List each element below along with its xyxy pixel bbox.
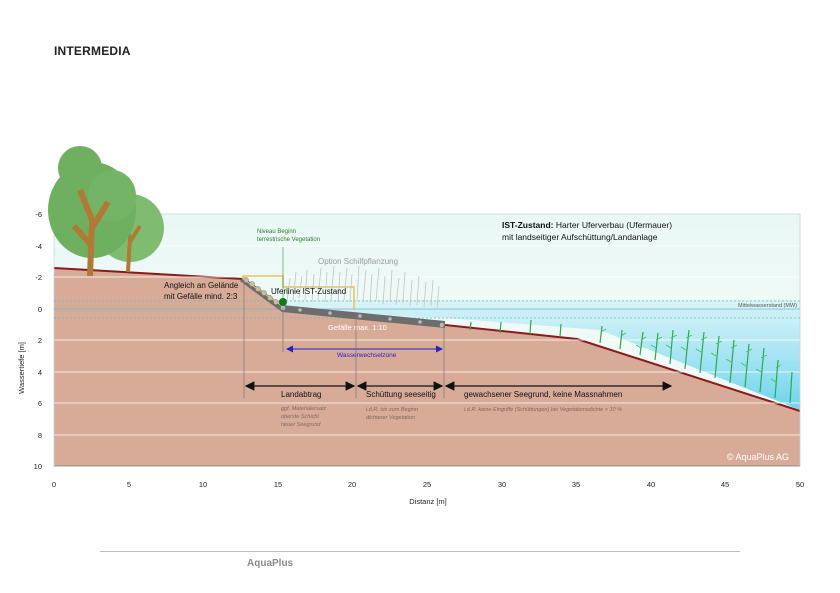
svg-text:i.d.R. keine Eingriffe (Schütt: i.d.R. keine Eingriffe (Schüttungen) bei…: [464, 407, 622, 413]
x-tick-label: 0: [52, 480, 56, 489]
x-axis-label: Distanz [m]: [409, 497, 447, 506]
y-tick-label: -2: [35, 273, 42, 282]
y-tick-label: 10: [34, 462, 42, 471]
landabtrag-label: Landabtrag: [281, 390, 321, 399]
y-tick-labels: -6 -4 -2 0 2 4 6 8 10: [34, 210, 42, 471]
footer-divider: [100, 551, 740, 552]
y-tick-label: 0: [38, 305, 42, 314]
copyright-label: © AquaPlus AG: [727, 452, 789, 462]
lake-bottom-line: [444, 324, 801, 412]
x-tick-label: 50: [796, 480, 804, 489]
state-title: IST-Zustand: Harter Uferverbau (Ufermaue…: [502, 220, 672, 230]
niveau-label-line1: Niveau Beginn: [257, 229, 296, 235]
x-tick-label: 25: [423, 480, 431, 489]
y-tick-label: -4: [35, 242, 42, 251]
footer-brand: AquaPlus: [247, 558, 294, 569]
x-tick-label: 15: [274, 480, 282, 489]
y-tick-label: 2: [38, 336, 42, 345]
zone-dividers: [243, 280, 445, 398]
svg-text:oberste Schicht: oberste Schicht: [281, 414, 319, 420]
x-tick-label: 40: [647, 480, 655, 489]
x-tick-label: 45: [721, 480, 729, 489]
svg-text:ggf. Materialersatz: ggf. Materialersatz: [281, 406, 326, 412]
y-tick-label: 6: [38, 399, 42, 408]
state-subtitle: mit landseitiger Aufschüttung/Landanlage: [502, 232, 658, 242]
water-body: [280, 308, 800, 410]
svg-text:neuer Seegrund: neuer Seegrund: [281, 422, 321, 428]
x-tick-label: 5: [127, 480, 131, 489]
svg-text:dichterer Vegetation: dichterer Vegetation: [366, 415, 415, 421]
gefaelle-label: Gefälle max. 1:10: [328, 323, 387, 332]
niveau-marker: [279, 298, 287, 306]
x-tick-label: 20: [348, 480, 356, 489]
x-tick-label: 35: [572, 480, 580, 489]
tree-icon: [48, 146, 164, 277]
uferlinie-label: Uferlinie IST-Zustand: [271, 287, 346, 296]
gridlines: [54, 245, 800, 436]
water-vegetation-leaves: [600, 328, 782, 383]
y-tick-label: 8: [38, 431, 42, 440]
brand-title: INTERMEDIA: [54, 44, 131, 58]
y-tick-label: 4: [38, 368, 42, 377]
reed-option-plants: [286, 265, 440, 309]
soil-profile: [54, 268, 800, 466]
angleich-label-line2: mit Gefälle mind. 2:3: [164, 292, 238, 301]
angleich-label-line1: Angleich an Gelände: [164, 281, 239, 290]
wasserwechsel-label: Wasserwechselzone: [337, 352, 397, 359]
niveau-label-line2: terrestrische Vegetation: [257, 237, 320, 243]
x-tick-label: 10: [199, 480, 207, 489]
rock-fill: [240, 277, 445, 328]
schuettung-label: Schüttung seeseitig: [366, 390, 436, 399]
seegrund-label: gewachsener Seegrund, keine Massnahmen: [464, 390, 622, 399]
svg-text:i.d.R. bis zum Beginn: i.d.R. bis zum Beginn: [366, 407, 418, 413]
y-axis-label: Wassertiefe [m]: [17, 342, 26, 394]
mittelwasser-label: Mittelwasserstand (MW): [738, 303, 797, 309]
x-tick-labels: 0 5 10 15 20 25 30 35 40 45 50: [52, 480, 804, 489]
zone-notes: ggf. Materialersatz oberste Schicht neue…: [281, 406, 622, 428]
reed-option-label: Option Schilfpflanzung: [318, 257, 398, 266]
x-tick-label: 30: [498, 480, 506, 489]
angleich-slope-line: [242, 278, 283, 307]
y-tick-label: -6: [35, 210, 42, 219]
